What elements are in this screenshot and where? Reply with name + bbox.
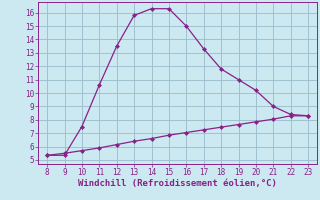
X-axis label: Windchill (Refroidissement éolien,°C): Windchill (Refroidissement éolien,°C) <box>78 179 277 188</box>
